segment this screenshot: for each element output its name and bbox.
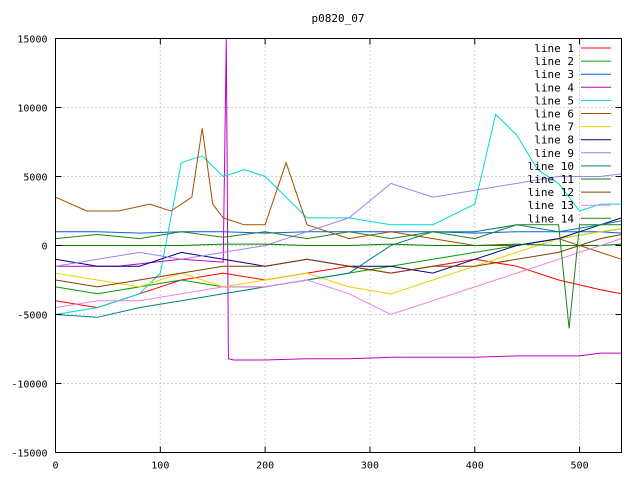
legend-label: line 9 <box>534 147 574 160</box>
y-tick-label: 0 <box>41 242 47 253</box>
legend-label: line 7 <box>534 121 574 134</box>
series-line-13 <box>55 238 622 316</box>
legend-label: line 10 <box>528 160 574 173</box>
legend-label: line 3 <box>534 68 574 81</box>
legend-label: line 5 <box>534 94 574 107</box>
legend-label: line 14 <box>528 212 575 225</box>
series-lines <box>55 38 622 361</box>
x-tick-label: 0 <box>52 461 58 472</box>
legend-label: line 8 <box>534 134 574 147</box>
legend-label: line 11 <box>528 173 574 186</box>
x-tick-label: 500 <box>571 461 589 472</box>
series-line-11 <box>55 243 622 246</box>
series-line-10 <box>55 220 622 318</box>
series-line-7 <box>55 228 622 295</box>
y-tick-label: 15000 <box>17 35 47 46</box>
series-line-4 <box>55 38 622 361</box>
legend-label: line 1 <box>534 42 574 55</box>
chart-title: p0820_07 <box>312 12 365 25</box>
series-line-14 <box>55 224 622 329</box>
legend-label: line 13 <box>528 199 574 212</box>
series-line-9 <box>55 173 622 267</box>
x-tick-label: 400 <box>466 461 484 472</box>
legend-label: line 12 <box>528 186 574 199</box>
legend-label: line 4 <box>534 81 574 94</box>
x-tick-label: 100 <box>151 461 169 472</box>
y-tick-label: -15000 <box>11 449 47 460</box>
series-line-12 <box>55 234 622 288</box>
y-tick-label: -10000 <box>11 380 47 391</box>
y-tick-label: -5000 <box>17 311 47 322</box>
grid <box>55 38 622 453</box>
x-tick-label: 200 <box>256 461 274 472</box>
legend-label: line 6 <box>534 108 574 121</box>
series-line-3 <box>55 231 622 234</box>
y-tick-label: 5000 <box>23 173 47 184</box>
series-line-6 <box>55 128 622 260</box>
axis-ticks: 0 100 200 300 400 500 -15000 -10000 -5000 0 5000 10… <box>11 35 622 472</box>
legend-label: line 2 <box>534 55 574 68</box>
x-tick-label: 300 <box>361 461 379 472</box>
y-tick-label: 10000 <box>17 104 47 115</box>
